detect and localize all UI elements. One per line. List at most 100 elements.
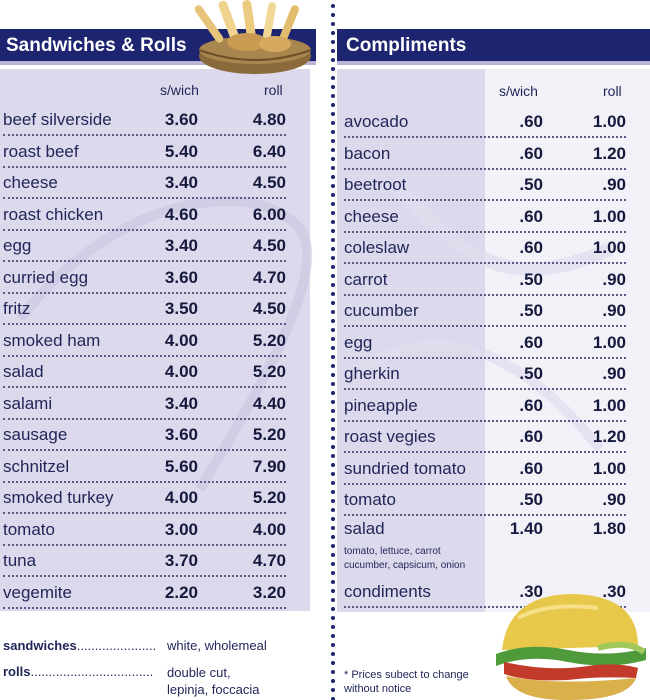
spine-dot [331, 121, 335, 125]
spine-dot [331, 247, 335, 251]
item-name: fritz [3, 299, 31, 318]
dotted-divider [3, 480, 286, 483]
spine-dot [331, 409, 335, 413]
list-item: tomato .50 .90 [344, 490, 626, 517]
item-swich-price: 4.00 [164, 330, 198, 350]
list-item: coleslaw .60 1.00 [344, 238, 626, 265]
spine-dot [331, 202, 335, 206]
footer-rolls-dots: .................................. [30, 664, 154, 679]
item-roll-price: 1.00 [592, 332, 626, 352]
list-item: gherkin .50 .90 [344, 364, 626, 391]
page-spine-dots [330, 0, 336, 700]
list-item: egg .60 1.00 [344, 333, 626, 360]
list-item: fritz 3.50 4.50 [3, 299, 286, 326]
spine-dot [331, 337, 335, 341]
bread-basket-image [194, 0, 312, 74]
item-swich-price: .50 [519, 364, 543, 383]
dotted-divider [3, 512, 286, 514]
footer-rolls-value-line1: double cut, [167, 665, 231, 680]
dotted-divider [344, 388, 626, 390]
item-roll-price: 4.50 [252, 236, 286, 255]
footer-sandwiches-dots: ...................... [76, 638, 157, 653]
spine-dot [331, 76, 335, 80]
list-item: vegemite 2.20 3.20 [3, 583, 286, 610]
spine-dot [331, 499, 335, 503]
item-roll-price: 5.20 [252, 488, 286, 507]
item-roll-price: .30 [602, 582, 626, 601]
dotted-divider [344, 167, 626, 170]
spine-dot [331, 274, 335, 278]
list-item: cheese 3.40 4.50 [3, 173, 286, 200]
item-roll-price: .90 [602, 490, 626, 509]
item-swich-price: .60 [519, 332, 543, 352]
list-item: salad 4.00 5.20 [3, 362, 286, 389]
salad-ingredients-note: tomato, lettuce, carrot cucumber, capsic… [344, 545, 465, 573]
footer-rolls-value: double cut, lepinja, foccacia [167, 664, 260, 698]
spine-dot [331, 238, 335, 242]
spine-dot [331, 58, 335, 62]
spine-dot [331, 490, 335, 494]
item-roll-price: 1.00 [592, 112, 626, 131]
spine-dot [331, 355, 335, 359]
spine-dot [331, 445, 335, 449]
item-name: smoked turkey [3, 488, 114, 507]
item-roll-price: 6.40 [252, 141, 286, 161]
item-swich-price: .50 [519, 301, 543, 320]
dotted-divider [344, 419, 626, 422]
list-item: tomato 3.00 4.00 [3, 520, 286, 547]
item-roll-price: .90 [602, 269, 626, 289]
list-item: egg 3.40 4.50 [3, 236, 286, 263]
item-name: curried egg [3, 267, 89, 287]
item-name: tomato [344, 490, 396, 509]
compliments-title: Compliments [346, 35, 467, 56]
item-swich-price: 4.00 [164, 488, 198, 507]
spine-dot [331, 427, 335, 431]
spine-dot [331, 661, 335, 665]
item-roll-price: 1.20 [592, 427, 626, 446]
item-name: condiments [344, 582, 431, 601]
list-item-salad: salad 1.40 1.80 [344, 519, 626, 546]
list-item: carrot .50 .90 [344, 270, 626, 297]
spine-dot [331, 229, 335, 233]
list-item: beetroot .50 .90 [344, 175, 626, 202]
item-name: sundried tomato [344, 458, 466, 478]
dotted-divider [3, 543, 286, 546]
item-roll-price: 1.00 [592, 238, 626, 257]
sandwiches-title: Sandwiches & Rolls [6, 35, 187, 56]
right-panel-background [337, 69, 485, 612]
list-item: salami 3.40 4.40 [3, 394, 286, 421]
spine-dot [331, 634, 335, 638]
list-item: roast vegies .60 1.20 [344, 427, 626, 454]
item-swich-price: .60 [519, 112, 543, 131]
item-swich-price: .60 [519, 143, 543, 163]
spine-dot [331, 508, 335, 512]
dotted-divider [3, 228, 286, 231]
spine-dot [331, 670, 335, 674]
spine-dot [331, 463, 335, 467]
spine-dot [331, 625, 335, 629]
item-name: bacon [344, 143, 391, 163]
dotted-divider [344, 199, 626, 201]
dotted-divider [344, 606, 626, 608]
list-item: sausage 3.60 5.20 [3, 425, 286, 452]
left-col-swich-header: s/wich [160, 82, 199, 98]
spine-dot [331, 346, 335, 350]
spine-dot [331, 157, 335, 161]
list-item: sundried tomato .60 1.00 [344, 459, 626, 486]
dotted-divider [344, 356, 626, 359]
dotted-divider [344, 451, 626, 453]
spine-dot [331, 49, 335, 53]
spine-dot [331, 589, 335, 593]
spine-dot [331, 94, 335, 98]
spine-dot [331, 67, 335, 71]
item-name: roast beef [3, 141, 79, 161]
item-name: vegemite [3, 582, 72, 602]
item-roll-price: 4.00 [252, 519, 286, 539]
spine-dot [331, 22, 335, 26]
spine-dot [331, 571, 335, 575]
item-roll-price: 7.90 [252, 456, 286, 476]
left-panel-background [0, 69, 310, 611]
spine-dot [331, 13, 335, 17]
item-roll-price: 1.20 [592, 143, 626, 163]
item-name: roast vegies [344, 427, 436, 446]
